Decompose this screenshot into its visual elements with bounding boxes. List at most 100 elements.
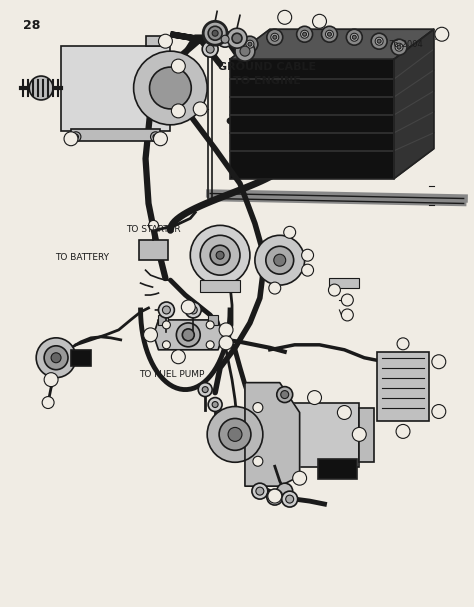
Circle shape bbox=[395, 43, 403, 51]
Circle shape bbox=[219, 323, 233, 337]
Circle shape bbox=[172, 104, 185, 118]
Circle shape bbox=[163, 321, 170, 329]
Circle shape bbox=[51, 353, 61, 363]
Circle shape bbox=[206, 341, 214, 349]
Circle shape bbox=[328, 32, 331, 36]
Circle shape bbox=[206, 45, 214, 53]
Circle shape bbox=[148, 220, 158, 230]
Circle shape bbox=[158, 302, 174, 318]
Circle shape bbox=[202, 41, 218, 57]
Circle shape bbox=[273, 35, 277, 39]
Circle shape bbox=[172, 350, 185, 364]
Circle shape bbox=[182, 329, 194, 341]
Circle shape bbox=[64, 132, 78, 146]
Circle shape bbox=[163, 306, 170, 314]
Circle shape bbox=[227, 29, 247, 48]
Circle shape bbox=[185, 302, 201, 318]
Circle shape bbox=[189, 306, 197, 314]
Circle shape bbox=[346, 29, 362, 45]
Text: 76-2004: 76-2004 bbox=[388, 39, 423, 49]
Circle shape bbox=[301, 264, 313, 276]
Circle shape bbox=[256, 487, 264, 495]
Circle shape bbox=[301, 30, 309, 38]
Circle shape bbox=[200, 236, 240, 275]
Circle shape bbox=[202, 387, 208, 393]
Circle shape bbox=[297, 26, 312, 42]
Circle shape bbox=[337, 405, 351, 419]
Circle shape bbox=[277, 387, 292, 402]
Text: GROUND CABLE: GROUND CABLE bbox=[218, 62, 316, 72]
Text: TO STARTER: TO STARTER bbox=[126, 225, 180, 234]
Circle shape bbox=[208, 26, 222, 40]
Circle shape bbox=[282, 491, 298, 507]
Circle shape bbox=[253, 402, 263, 413]
Bar bbox=[61, 46, 170, 131]
Bar bbox=[250, 402, 359, 467]
Circle shape bbox=[396, 424, 410, 438]
Circle shape bbox=[219, 418, 251, 450]
Circle shape bbox=[221, 35, 229, 43]
Circle shape bbox=[193, 102, 207, 116]
Circle shape bbox=[172, 59, 185, 73]
Circle shape bbox=[176, 323, 200, 347]
Bar bbox=[377, 352, 429, 421]
Circle shape bbox=[207, 407, 263, 463]
Circle shape bbox=[271, 493, 279, 501]
Circle shape bbox=[246, 40, 254, 48]
Circle shape bbox=[352, 35, 356, 39]
Circle shape bbox=[377, 39, 381, 43]
Polygon shape bbox=[394, 29, 434, 178]
Circle shape bbox=[267, 29, 283, 45]
Circle shape bbox=[42, 396, 54, 409]
Circle shape bbox=[267, 489, 283, 505]
Circle shape bbox=[248, 42, 252, 46]
Bar bbox=[138, 240, 168, 260]
Circle shape bbox=[242, 36, 258, 52]
Text: TO BATTERY: TO BATTERY bbox=[55, 253, 109, 262]
Bar bbox=[318, 459, 357, 479]
Circle shape bbox=[321, 26, 337, 42]
Circle shape bbox=[151, 132, 161, 142]
Bar bbox=[71, 350, 91, 365]
Circle shape bbox=[274, 254, 286, 266]
Circle shape bbox=[341, 294, 353, 306]
Circle shape bbox=[350, 33, 358, 41]
Circle shape bbox=[352, 427, 366, 441]
Bar bbox=[329, 278, 359, 288]
Circle shape bbox=[206, 321, 214, 329]
Circle shape bbox=[71, 132, 81, 142]
Circle shape bbox=[163, 341, 170, 349]
Circle shape bbox=[375, 37, 383, 45]
Circle shape bbox=[158, 34, 173, 48]
Circle shape bbox=[44, 346, 68, 370]
Bar bbox=[158, 315, 168, 325]
Text: TO ENGINE: TO ENGINE bbox=[233, 76, 301, 86]
Circle shape bbox=[277, 483, 292, 499]
Circle shape bbox=[190, 225, 250, 285]
Circle shape bbox=[435, 27, 449, 41]
Circle shape bbox=[182, 300, 195, 314]
Circle shape bbox=[397, 338, 409, 350]
Circle shape bbox=[73, 134, 78, 139]
Circle shape bbox=[286, 495, 294, 503]
Circle shape bbox=[391, 39, 407, 55]
Polygon shape bbox=[230, 29, 434, 59]
Bar bbox=[146, 36, 165, 46]
Circle shape bbox=[153, 134, 158, 139]
Circle shape bbox=[29, 76, 53, 100]
Circle shape bbox=[281, 390, 289, 399]
Circle shape bbox=[252, 483, 268, 499]
Bar bbox=[200, 280, 240, 292]
Circle shape bbox=[253, 456, 263, 466]
Circle shape bbox=[232, 33, 242, 43]
Circle shape bbox=[268, 489, 282, 503]
Circle shape bbox=[432, 404, 446, 418]
Polygon shape bbox=[245, 382, 300, 486]
Circle shape bbox=[149, 67, 191, 109]
Circle shape bbox=[255, 236, 305, 285]
Circle shape bbox=[371, 33, 387, 49]
Circle shape bbox=[228, 427, 242, 441]
Circle shape bbox=[271, 33, 279, 41]
Bar bbox=[71, 129, 161, 141]
Circle shape bbox=[328, 284, 340, 296]
